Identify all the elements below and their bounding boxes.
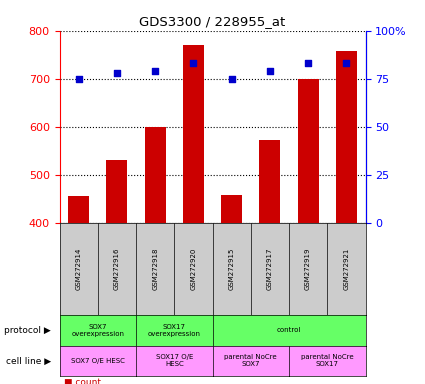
Text: ■ count: ■ count: [64, 378, 101, 384]
Bar: [298, 79, 319, 223]
Text: control: control: [277, 327, 301, 333]
Text: GSM272919: GSM272919: [305, 248, 311, 290]
Bar: [106, 161, 128, 223]
Point: [228, 76, 235, 82]
Text: GSM272914: GSM272914: [76, 248, 82, 290]
Text: protocol ▶: protocol ▶: [4, 326, 51, 335]
Text: GSM272915: GSM272915: [229, 248, 235, 290]
Bar: [259, 140, 280, 223]
Text: SOX7
overexpression: SOX7 overexpression: [71, 324, 124, 337]
Text: GSM272918: GSM272918: [152, 248, 158, 290]
Point: [343, 60, 350, 66]
Text: cell line ▶: cell line ▶: [6, 356, 51, 366]
Bar: [68, 196, 89, 223]
Point: [75, 76, 82, 82]
Point: [152, 68, 159, 74]
Point: [266, 68, 273, 74]
Bar: [221, 195, 242, 223]
Text: SOX7 O/E HESC: SOX7 O/E HESC: [71, 358, 125, 364]
Bar: [183, 45, 204, 223]
Bar: [336, 51, 357, 223]
Bar: [144, 127, 166, 223]
Text: SOX17 O/E
HESC: SOX17 O/E HESC: [156, 354, 193, 367]
Text: GSM272916: GSM272916: [114, 248, 120, 290]
Point: [113, 70, 120, 76]
Point: [190, 60, 197, 66]
Point: [305, 60, 312, 66]
Text: GSM272917: GSM272917: [267, 248, 273, 290]
Text: parental NoCre
SOX17: parental NoCre SOX17: [301, 354, 354, 367]
Text: parental NoCre
SOX7: parental NoCre SOX7: [224, 354, 277, 367]
Text: SOX17
overexpression: SOX17 overexpression: [148, 324, 201, 337]
Text: GSM272921: GSM272921: [343, 248, 349, 290]
Text: GSM272920: GSM272920: [190, 248, 196, 290]
Title: GDS3300 / 228955_at: GDS3300 / 228955_at: [139, 15, 286, 28]
